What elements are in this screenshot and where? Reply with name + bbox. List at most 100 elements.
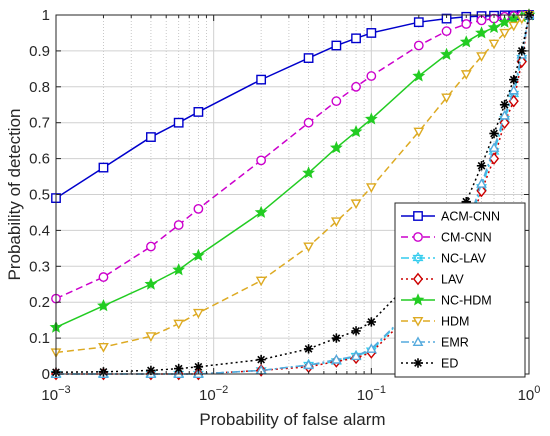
- data-point-ed: [499, 100, 510, 110]
- y-tick-label: 0.8: [29, 79, 50, 96]
- data-point-hdm: [488, 39, 500, 50]
- data-point-acm-cnn: [98, 162, 109, 173]
- data-point-acm-cnn: [173, 117, 184, 128]
- hexagram-part: [412, 254, 424, 265]
- legend-marker: [412, 336, 424, 347]
- data-point-nc-hdm: [498, 15, 511, 28]
- legend-label: ACM-CNN: [441, 210, 500, 224]
- y-tick-label: 0.5: [29, 187, 50, 204]
- data-point-hdm: [350, 199, 362, 210]
- data-point-nc-hdm: [302, 166, 315, 179]
- data-point-emr: [499, 109, 510, 120]
- data-point-cm-cnn: [366, 71, 377, 81]
- hexagram-part: [412, 251, 424, 262]
- data-point-ed: [476, 161, 487, 171]
- x-axis-label: Probability of false alarm: [199, 410, 385, 429]
- asterisk-stroke: [304, 344, 313, 353]
- asterisk-stroke: [367, 318, 376, 326]
- data-point-hdm: [98, 343, 109, 353]
- x-tick-label: 10−3: [41, 384, 70, 404]
- data-point-hdm: [255, 276, 267, 287]
- legend-marker: [413, 211, 423, 221]
- data-point-emr: [330, 353, 342, 364]
- asterisk-stroke: [257, 355, 266, 364]
- data-point-nc-hdm: [475, 26, 488, 39]
- asterisk-stroke: [477, 161, 486, 170]
- axis-ticks: 0 0.1 0.2 0.3 0.4 0.5 0.6 0.7 0.8 0.9 1 10−3 10−2 10−…: [29, 7, 540, 404]
- data-point-acm-cnn: [331, 40, 342, 51]
- data-point-lav: [499, 116, 510, 130]
- asterisk-stroke: [194, 362, 203, 371]
- y-tick-label: 0.2: [29, 294, 50, 311]
- data-point-emr: [365, 343, 377, 353]
- data-point-ed: [303, 344, 314, 354]
- grid: [56, 15, 529, 374]
- data-point-ed: [489, 128, 499, 139]
- data-point-acm-cnn: [366, 28, 377, 38]
- legend-entry-cm-cnn: CM-CNN: [401, 231, 492, 245]
- data-point-hdm: [192, 308, 204, 319]
- data-point-ed: [509, 74, 519, 85]
- data-point-nc-hdm: [329, 141, 343, 154]
- x-tick-label: 100: [518, 384, 541, 404]
- legend-label: HDM: [441, 315, 469, 329]
- legend-label: NC-LAV: [441, 252, 487, 266]
- data-point-hdm: [499, 28, 510, 39]
- legend-marker: [413, 232, 423, 242]
- legend-entry-ed: ED: [401, 357, 458, 371]
- data-point-nc-hdm: [144, 277, 158, 290]
- data-point-hdm: [508, 21, 520, 32]
- y-tick-label: 0.9: [29, 43, 50, 60]
- data-point-hdm: [303, 242, 314, 253]
- y-tick-label: 0: [42, 366, 50, 383]
- legend: ACM-CNN CM-CNN NC-LAV LAV NC-HDM HDM EMR ED: [394, 202, 526, 378]
- data-point-nc-hdm: [254, 205, 268, 218]
- data-point-cm-cnn: [303, 117, 314, 128]
- y-tick-label: 0.6: [29, 151, 50, 168]
- legend-label: EMR: [441, 336, 469, 350]
- data-point-nc-hdm: [349, 124, 363, 138]
- legend-marker: [412, 272, 424, 286]
- asterisk-stroke: [414, 359, 422, 367]
- data-point-acm-cnn: [413, 17, 424, 28]
- legend-label: CM-CNN: [441, 231, 492, 245]
- data-point-hdm: [330, 217, 342, 228]
- data-point-hdm: [173, 319, 185, 330]
- x-tick-label: 10−2: [199, 384, 228, 404]
- data-point-nc-hdm: [364, 112, 378, 125]
- data-point-nc-hdm: [440, 47, 453, 60]
- data-point-hdm: [365, 183, 377, 193]
- data-point-cm-cnn: [98, 272, 109, 282]
- data-point-cm-cnn: [193, 203, 204, 214]
- data-point-hdm: [476, 52, 487, 62]
- data-point-hdm: [145, 332, 157, 342]
- legend-entry-nc-lav: NC-LAV: [401, 252, 487, 266]
- y-tick-label: 1: [42, 7, 50, 24]
- data-point-hdm: [441, 93, 452, 104]
- series-layer: [49, 8, 536, 381]
- y-axis-label: Probability of detection: [5, 109, 24, 281]
- data-point-ed: [366, 317, 377, 327]
- data-point-cm-cnn: [146, 241, 156, 252]
- asterisk-stroke: [500, 100, 509, 109]
- asterisk-stroke: [509, 75, 518, 84]
- legend-entry-lav: LAV: [401, 273, 464, 287]
- asterisk-stroke: [147, 366, 155, 375]
- legend-marker: [411, 293, 425, 306]
- asterisk-stroke: [352, 327, 360, 335]
- legend-marker: [412, 316, 424, 327]
- data-point-ed: [256, 354, 266, 365]
- data-point-hdm: [460, 70, 472, 80]
- asterisk-stroke: [490, 129, 498, 138]
- data-point-nc-hdm: [191, 248, 205, 261]
- data-point-emr: [508, 84, 520, 95]
- data-point-acm-cnn: [256, 74, 267, 85]
- data-point-acm-cnn: [351, 33, 361, 44]
- data-point-acm-cnn: [193, 107, 204, 117]
- data-point-emr: [303, 359, 314, 370]
- legend-entry-nc-hdm: NC-HDM: [401, 293, 492, 308]
- data-point-cm-cnn: [413, 40, 424, 51]
- data-point-cm-cnn: [441, 26, 452, 37]
- data-point-ed: [517, 46, 527, 56]
